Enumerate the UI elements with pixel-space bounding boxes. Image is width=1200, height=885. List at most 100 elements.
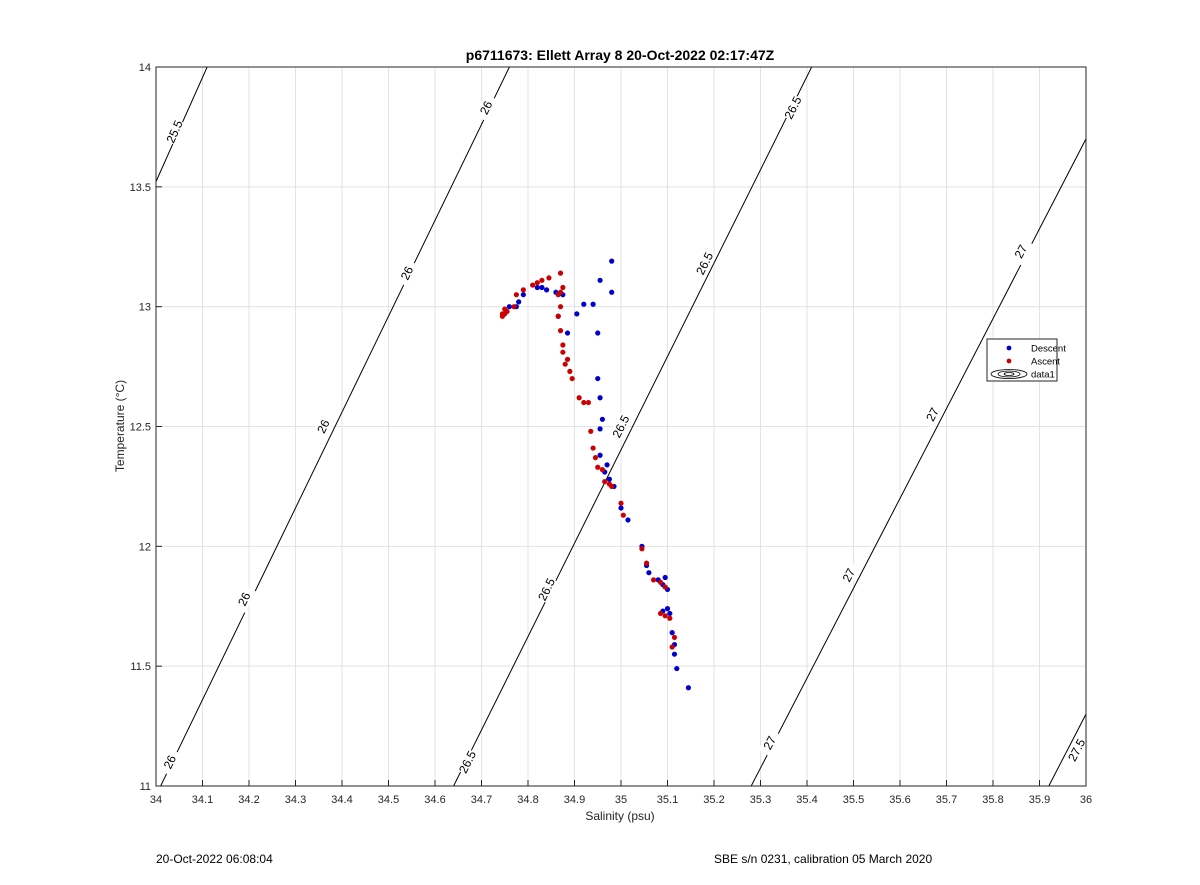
legend-marker-ascent <box>1006 358 1012 364</box>
x-tick-label: 35.9 <box>1029 794 1050 806</box>
contour-label: 26.5 <box>456 748 479 775</box>
contour-label: 27.5 <box>1065 736 1088 763</box>
x-axis-label: Salinity (psu) <box>585 809 654 823</box>
ascent-point <box>502 306 508 312</box>
descent-point <box>590 301 596 307</box>
ascent-point <box>581 399 587 406</box>
footer-calibration: SBE s/n 0231, calibration 05 March 2020 <box>714 852 933 866</box>
y-axis-label: Temperature (°C) <box>113 380 127 472</box>
ascent-point <box>567 368 573 374</box>
ascent-point <box>546 275 552 281</box>
descent-point <box>618 505 624 511</box>
ascent-point <box>539 277 545 283</box>
contour-label: 26.5 <box>535 576 558 603</box>
x-tick-label: 34.6 <box>424 794 445 806</box>
chart-title: p6711673: Ellett Array 8 20-Oct-2022 02:… <box>466 47 775 63</box>
y-tick-label: 12 <box>139 541 151 553</box>
descent-point <box>606 476 612 482</box>
contour-label-gap <box>837 561 861 589</box>
ascent-point <box>662 584 668 590</box>
contour-label-gap <box>534 575 559 604</box>
x-tick-label: 35.1 <box>657 794 678 806</box>
legend: Descent Ascent data1 <box>986 338 1066 382</box>
x-tick-label: 35.7 <box>936 794 957 806</box>
descent-point <box>625 517 631 523</box>
y-tick-label: 14 <box>139 62 151 74</box>
ascent-point <box>657 579 664 585</box>
legend-contour-icon <box>997 370 1021 378</box>
contour-label-gap <box>920 400 945 429</box>
contour-label-gap <box>1009 237 1033 266</box>
y-tick-label: 11.5 <box>130 661 151 673</box>
descent-point <box>646 570 652 576</box>
legend-contour-icon <box>990 369 1028 379</box>
contour-label-gap <box>781 93 805 122</box>
descent-point <box>597 452 603 458</box>
descent-point <box>595 330 601 336</box>
density-contour-line <box>160 67 510 786</box>
ascent-point <box>560 349 566 355</box>
footer-timestamp: 20-Oct-2022 06:08:04 <box>156 852 273 866</box>
contour-label-gap <box>1064 736 1089 764</box>
contour-label: 26.5 <box>693 250 716 277</box>
x-tick-label: 34.4 <box>331 794 352 806</box>
descent-point <box>671 651 678 657</box>
x-tick-label: 34.3 <box>285 794 306 806</box>
descent-point <box>662 574 668 581</box>
series-ascent <box>499 270 678 650</box>
x-tick-label: 36 <box>1080 794 1092 806</box>
descent-point <box>520 292 526 298</box>
x-tick-label: 35.4 <box>796 794 817 806</box>
ascent-point <box>564 356 571 362</box>
descent-point <box>595 375 601 382</box>
y-tick-label: 11 <box>140 781 151 793</box>
x-tick-label: 34.7 <box>471 794 492 806</box>
axis-ticks: 34 34.1 34.2 34.3 34.4 34.5 34.6 34.7 34.8 34.9 35… <box>130 62 1093 806</box>
ascent-point <box>592 455 599 461</box>
descent-point <box>564 330 571 336</box>
ascent-point <box>560 342 566 348</box>
legend-label-ascent: Ascent <box>1031 357 1060 368</box>
contour-label-gap <box>693 249 717 278</box>
data-points <box>499 258 692 691</box>
descent-point <box>574 311 580 317</box>
x-tick-label: 34.1 <box>192 794 213 806</box>
ascent-point <box>569 375 575 382</box>
contour-label-gap <box>609 412 633 441</box>
contour-label-gap <box>232 585 256 613</box>
contour-label-gap <box>758 728 782 757</box>
ascent-point <box>662 613 668 619</box>
descent-point <box>609 289 615 295</box>
contour-label: 26 <box>235 590 254 608</box>
descent-point <box>609 258 615 264</box>
descent-point <box>599 416 606 422</box>
x-tick-label: 35.8 <box>982 794 1003 806</box>
ascent-point <box>555 292 561 298</box>
density-contour-line <box>453 67 813 786</box>
descent-point <box>674 665 680 672</box>
ascent-point <box>560 284 566 291</box>
legend-marker-descent <box>1006 345 1012 351</box>
contour-label: 26 <box>314 417 333 435</box>
descent-point <box>544 287 550 293</box>
ascent-point <box>595 464 601 470</box>
ascent-point <box>657 610 664 617</box>
x-tick-label: 34 <box>150 794 162 806</box>
contour-label: 27 <box>761 733 780 752</box>
series-descent <box>506 258 692 691</box>
ascent-point <box>562 361 568 367</box>
contour-label: 27 <box>840 566 859 585</box>
contour-label-gap <box>311 412 335 441</box>
y-tick-label: 13 <box>139 302 151 314</box>
ascent-point <box>557 328 564 334</box>
x-tick-label: 35.3 <box>750 794 771 806</box>
ascent-point <box>669 644 675 650</box>
density-contour-line <box>750 137 1086 786</box>
ascent-point <box>513 292 519 298</box>
x-tick-label: 34.2 <box>238 794 259 806</box>
descent-point <box>597 426 603 432</box>
descent-point <box>685 685 692 691</box>
ascent-point <box>590 445 596 451</box>
contour-label: 26.5 <box>782 94 805 121</box>
